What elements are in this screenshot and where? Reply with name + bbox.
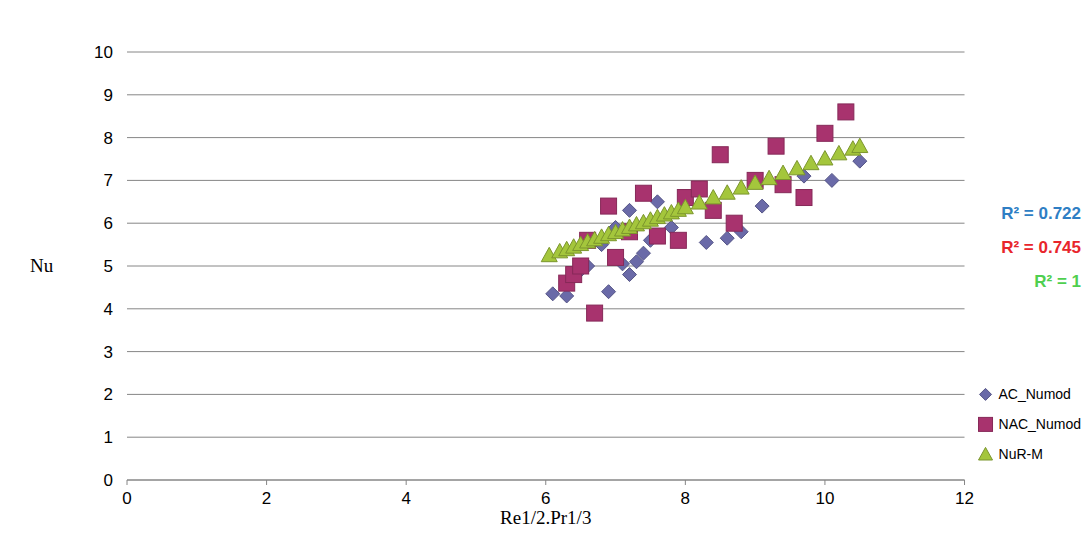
grid-line [127,394,965,395]
chart: 012345678910024681012Re1/2.Pr1/3NuR² = 0… [0,0,1089,533]
point [699,235,713,249]
x-tick [824,480,825,485]
point [755,199,769,213]
annotation: R² = 0.722 [1001,204,1081,223]
y-tick-label: 7 [104,171,113,190]
x-tick [685,480,686,485]
point [803,155,819,169]
y-tick-label: 3 [104,343,113,362]
x-tick-label: 2 [262,489,271,508]
point [608,249,624,265]
point [720,231,734,245]
point [825,173,839,187]
x-tick [406,480,407,485]
x-tick [127,480,128,485]
y-tick-label: 1 [104,428,113,447]
y-tick-label: 4 [104,300,113,319]
legend-marker [979,447,993,460]
y-tick-label: 9 [104,86,113,105]
point [838,104,854,120]
x-tick-label: 0 [122,489,131,508]
point [705,190,721,204]
grid-line [127,52,965,53]
series [559,104,854,321]
point [775,165,791,179]
point [677,199,693,213]
point [636,246,650,260]
point [853,154,867,168]
point [649,228,665,244]
y-tick-label: 6 [104,214,113,233]
grid-line [127,94,965,95]
point [852,138,868,152]
point [623,203,637,217]
point [602,285,616,299]
grid-line [127,266,965,267]
point [650,195,664,209]
x-tick [266,480,267,485]
x-tick-label: 6 [541,489,550,508]
series [546,154,867,303]
point [587,305,603,321]
point [789,160,805,174]
y-tick-label: 2 [104,385,113,404]
point [817,151,833,165]
grid-line [127,351,965,352]
y-axis-title: Nu [30,255,54,276]
point [796,190,812,206]
point [761,170,777,184]
point [747,175,763,189]
x-axis-title: Re1/2.Pr1/3 [500,507,591,528]
point [705,202,721,218]
point [719,185,735,199]
legend: AC_Numod NAC_Numod NuR-M [979,386,1081,462]
legend-label: NuR-M [999,446,1043,462]
point [635,185,651,201]
legend-label: AC_Numod [999,386,1071,402]
point [573,258,589,274]
point [747,172,763,188]
x-tick-label: 4 [401,489,410,508]
point [817,125,833,141]
x-tick [545,480,546,485]
point [712,147,728,163]
grid-line [127,437,965,438]
grid-line [127,308,965,309]
x-tick-label: 12 [955,489,974,508]
x-tick [964,480,965,485]
point [670,232,686,248]
y-tick-label: 10 [94,43,113,62]
series [541,138,868,262]
point [768,138,784,154]
legend-marker [979,417,993,431]
legend-label: NAC_Numod [999,416,1081,432]
y-tick-label: 0 [104,471,113,490]
grid [127,52,965,480]
background [0,0,1089,533]
grid-line [127,137,965,138]
annotation: R² = 0.745 [1001,238,1081,257]
point [601,198,617,214]
marks [541,104,868,321]
y-tick-label: 8 [104,129,113,148]
point [831,145,847,159]
point [726,215,742,231]
point [733,180,749,194]
legend-marker [980,388,992,400]
point [691,195,707,209]
y-tick-label: 5 [104,257,113,276]
grid-line [127,223,965,224]
annotation: R² = 1 [1034,272,1081,291]
x-tick-label: 10 [815,489,834,508]
x-tick-label: 8 [681,489,690,508]
point [546,287,560,301]
point [623,268,637,282]
